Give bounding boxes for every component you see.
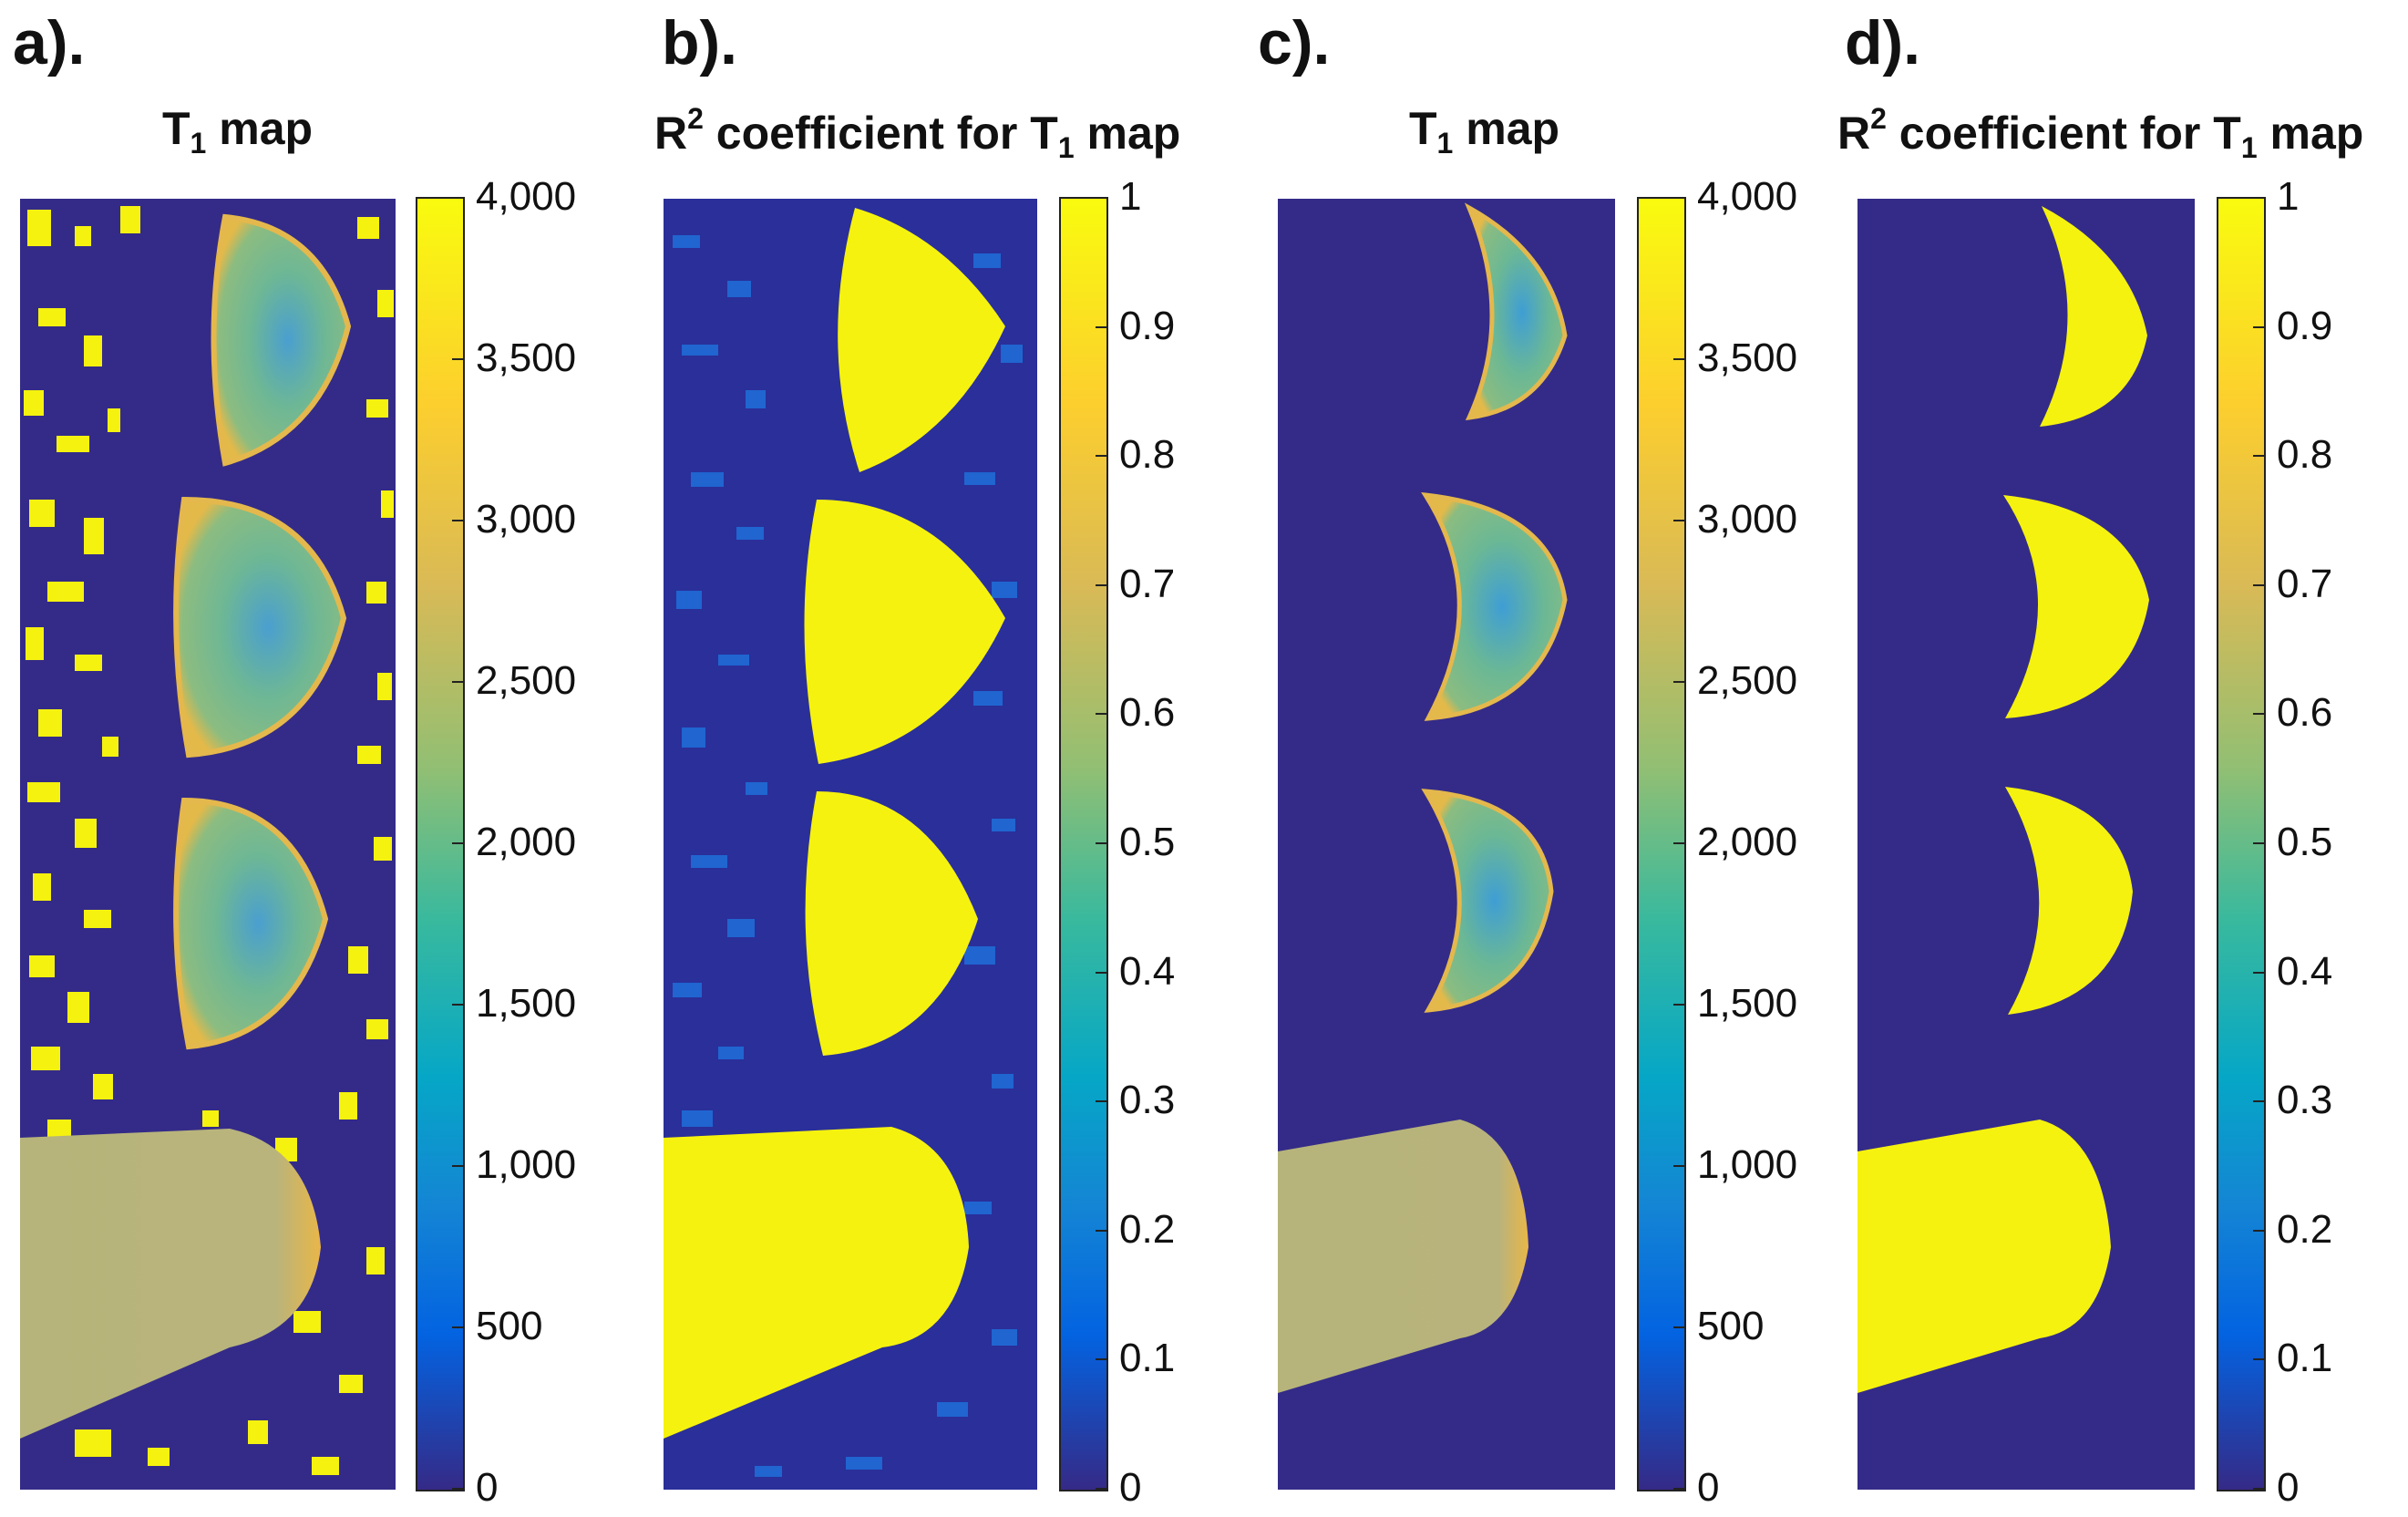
colorbar-tick-label: 2,500 bbox=[1697, 661, 1797, 701]
colorbar-tick-mark bbox=[452, 681, 463, 683]
colorbar-tick-label: 0.3 bbox=[2277, 1080, 2332, 1120]
colorbar-tick-mark bbox=[2253, 197, 2264, 199]
panel-title: R2 coefficient for T1 map bbox=[1837, 102, 2363, 165]
r2-map-masked-image bbox=[1857, 199, 2195, 1490]
panel-label: c). bbox=[1258, 7, 1330, 78]
colorbar-tick-label: 0.5 bbox=[2277, 822, 2332, 862]
colorbar-tick-label: 1 bbox=[1119, 177, 1141, 217]
colorbar-tick-label: 0 bbox=[1697, 1468, 1719, 1508]
colorbar-tick-label: 0.9 bbox=[1119, 306, 1175, 346]
colorbar-tick-mark bbox=[1096, 197, 1106, 199]
t1-map-image bbox=[20, 199, 396, 1490]
colorbar-tick-label: 0.7 bbox=[2277, 564, 2332, 604]
colorbar-tick-label: 1,500 bbox=[476, 984, 576, 1024]
colorbar-tick-mark bbox=[2253, 1100, 2264, 1102]
colorbar-tick-mark bbox=[1673, 197, 1684, 199]
colorbar bbox=[416, 197, 465, 1491]
colorbar-tick-mark bbox=[1673, 681, 1684, 683]
colorbar-tick-mark bbox=[2253, 455, 2264, 457]
colorbar-tick-mark bbox=[2253, 326, 2264, 328]
panel-title: T1 map bbox=[162, 102, 313, 160]
colorbar-tick-mark bbox=[1673, 520, 1684, 521]
colorbar-tick-mark bbox=[452, 1488, 463, 1490]
panel-label: a). bbox=[13, 7, 85, 78]
colorbar-tick-mark bbox=[452, 520, 463, 521]
colorbar-tick-mark bbox=[1673, 1004, 1684, 1006]
colorbar-tick-label: 2,000 bbox=[476, 822, 576, 862]
colorbar-tick-label: 0.1 bbox=[1119, 1338, 1175, 1378]
colorbar-tick-mark bbox=[1096, 1230, 1106, 1232]
r2-map-image bbox=[664, 199, 1037, 1490]
colorbar-tick-mark bbox=[1673, 1165, 1684, 1167]
colorbar-tick-label: 0.6 bbox=[1119, 693, 1175, 733]
panel-label: b). bbox=[662, 7, 737, 78]
colorbar-tick-label: 3,500 bbox=[1697, 338, 1797, 378]
colorbar-tick-label: 0.3 bbox=[1119, 1080, 1175, 1120]
colorbar-tick-mark bbox=[1673, 842, 1684, 844]
colorbar-tick-label: 3,500 bbox=[476, 338, 576, 378]
colorbar-tick-label: 0.7 bbox=[1119, 564, 1175, 604]
colorbar-tick-label: 3,000 bbox=[476, 500, 576, 540]
colorbar-tick-mark bbox=[452, 842, 463, 844]
colorbar-tick-label: 0.8 bbox=[1119, 435, 1175, 475]
colorbar-tick-mark bbox=[1096, 713, 1106, 715]
colorbar-tick-mark bbox=[2253, 1358, 2264, 1360]
colorbar-tick-mark bbox=[452, 1165, 463, 1167]
colorbar-tick-mark bbox=[1096, 1100, 1106, 1102]
colorbar-tick-label: 0.4 bbox=[2277, 952, 2332, 992]
colorbar-tick-mark bbox=[452, 1326, 463, 1328]
colorbar-tick-mark bbox=[2253, 972, 2264, 974]
colorbar-tick-mark bbox=[1673, 358, 1684, 360]
colorbar-tick-label: 500 bbox=[476, 1306, 542, 1347]
colorbar-tick-label: 500 bbox=[1697, 1306, 1764, 1347]
colorbar-tick-mark bbox=[452, 1004, 463, 1006]
colorbar-tick-mark bbox=[2253, 842, 2264, 844]
colorbar-tick-label: 0.2 bbox=[2277, 1210, 2332, 1250]
colorbar-tick-label: 2,000 bbox=[1697, 822, 1797, 862]
colorbar-tick-label: 0.4 bbox=[1119, 952, 1175, 992]
colorbar-tick-mark bbox=[1673, 1488, 1684, 1490]
colorbar-tick-label: 0 bbox=[476, 1468, 498, 1508]
colorbar-tick-label: 1,000 bbox=[1697, 1145, 1797, 1185]
colorbar-tick-mark bbox=[452, 197, 463, 199]
colorbar-tick-mark bbox=[1096, 1488, 1106, 1490]
colorbar-tick-label: 0.2 bbox=[1119, 1210, 1175, 1250]
colorbar-tick-label: 4,000 bbox=[476, 177, 576, 217]
colorbar-tick-mark bbox=[1096, 1358, 1106, 1360]
colorbar-tick-mark bbox=[1096, 455, 1106, 457]
colorbar-tick-mark bbox=[1673, 1326, 1684, 1328]
colorbar-tick-label: 2,500 bbox=[476, 661, 576, 701]
colorbar-tick-mark bbox=[1096, 842, 1106, 844]
colorbar-tick-mark bbox=[2253, 1488, 2264, 1490]
colorbar bbox=[1059, 197, 1108, 1491]
colorbar-tick-label: 0.5 bbox=[1119, 822, 1175, 862]
colorbar bbox=[1637, 197, 1686, 1491]
colorbar-tick-label: 1 bbox=[2277, 177, 2299, 217]
colorbar-tick-mark bbox=[1096, 972, 1106, 974]
colorbar-tick-label: 3,000 bbox=[1697, 500, 1797, 540]
colorbar-tick-label: 1,500 bbox=[1697, 984, 1797, 1024]
colorbar-tick-label: 1,000 bbox=[476, 1145, 576, 1185]
colorbar-tick-mark bbox=[452, 358, 463, 360]
panel-title: R2 coefficient for T1 map bbox=[654, 102, 1180, 165]
panel-title: T1 map bbox=[1409, 102, 1559, 160]
colorbar-tick-label: 4,000 bbox=[1697, 177, 1797, 217]
colorbar-tick-mark bbox=[2253, 1230, 2264, 1232]
colorbar-tick-label: 0.1 bbox=[2277, 1338, 2332, 1378]
panel-label: d). bbox=[1845, 7, 1920, 78]
t1-map-masked-image bbox=[1278, 199, 1615, 1490]
colorbar-tick-label: 0.8 bbox=[2277, 435, 2332, 475]
colorbar-tick-label: 0.9 bbox=[2277, 306, 2332, 346]
colorbar-tick-mark bbox=[2253, 584, 2264, 586]
colorbar-tick-label: 0 bbox=[2277, 1468, 2299, 1508]
colorbar-tick-label: 0.6 bbox=[2277, 693, 2332, 733]
colorbar-tick-mark bbox=[2253, 713, 2264, 715]
colorbar-tick-label: 0 bbox=[1119, 1468, 1141, 1508]
colorbar bbox=[2217, 197, 2266, 1491]
colorbar-tick-mark bbox=[1096, 584, 1106, 586]
colorbar-tick-mark bbox=[1096, 326, 1106, 328]
